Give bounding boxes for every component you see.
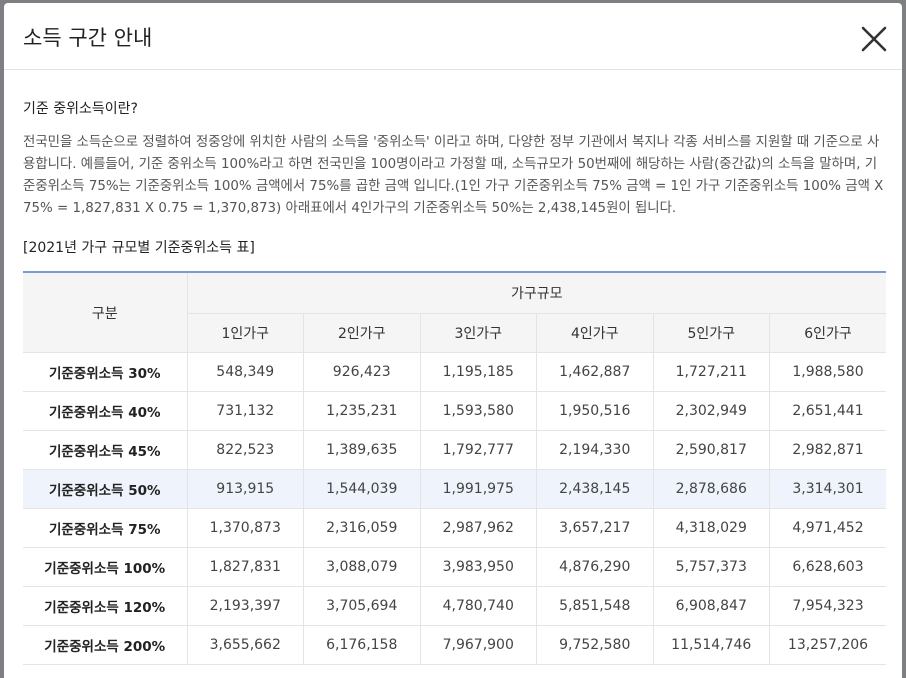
table-row: 기준중위소득 100% 1,827,831 3,088,079 3,983,950 4,…	[23, 547, 886, 587]
table-row: 기준중위소득 75% 1,370,873 2,316,059 2,987,962 3,6…	[23, 508, 886, 548]
table-cell: 2,982,871	[769, 430, 886, 470]
table-cell: 3,705,694	[303, 586, 420, 626]
table-cell: 9,752,580	[536, 625, 653, 665]
column-header: 3인가구	[419, 313, 537, 353]
table-cell: 6,628,603	[769, 547, 886, 587]
table-cell: 4,780,740	[419, 586, 537, 626]
group-header: 가구규모	[186, 272, 886, 314]
table-row: 기준중위소득 40% 731,132 1,235,231 1,593,580 1,950…	[23, 391, 886, 431]
row-label: 기준중위소득 100%	[23, 547, 187, 587]
row-label: 기준중위소득 120%	[23, 586, 187, 626]
table-cell: 1,544,039	[303, 469, 420, 509]
table-cell: 1,235,231	[303, 391, 420, 431]
row-label: 기준중위소득 75%	[23, 508, 187, 548]
table-row: 기준중위소득 30% 548,349 926,423 1,195,185 1,462,8…	[23, 352, 886, 392]
table-caption: [2021년 가구 규모별 기준중위소득 표]	[23, 240, 255, 256]
table-cell: 5,851,548	[536, 586, 653, 626]
table-cell: 1,593,580	[419, 391, 537, 431]
close-button[interactable]	[860, 25, 888, 53]
table-cell: 11,514,746	[652, 625, 770, 665]
table-cell: 2,438,145	[536, 469, 653, 509]
table-cell: 2,878,686	[652, 469, 770, 509]
section-heading: 기준 중위소득이란?	[23, 101, 138, 117]
column-header: 4인가구	[536, 313, 653, 353]
row-label: 기준중위소득 50%	[23, 469, 187, 509]
modal-title: 소득 구간 안내	[23, 26, 153, 50]
table-cell: 1,727,211	[652, 352, 770, 392]
table-cell: 2,590,817	[652, 430, 770, 470]
modal: 소득 구간 안내 기준 중위소득이란? 전국민을 소득순으로 정렬하여 정중앙에…	[4, 3, 902, 678]
table-cell: 7,967,900	[419, 625, 537, 665]
table-cell: 1,988,580	[769, 352, 886, 392]
table-cell: 2,651,441	[769, 391, 886, 431]
table-cell: 3,314,301	[769, 469, 886, 509]
corner-header: 구분	[23, 272, 187, 353]
table-cell: 731,132	[186, 391, 304, 431]
table-cell: 1,389,635	[303, 430, 420, 470]
table-cell: 1,370,873	[186, 508, 304, 548]
table-cell: 3,655,662	[186, 625, 304, 665]
table-cell: 1,792,777	[419, 430, 537, 470]
table-cell: 3,983,950	[419, 547, 537, 587]
table-cell: 548,349	[186, 352, 304, 392]
table-cell: 3,657,217	[536, 508, 653, 548]
modal-header: 소득 구간 안내	[4, 3, 902, 70]
row-label: 기준중위소득 200%	[23, 625, 187, 665]
row-label: 기준중위소득 30%	[23, 352, 187, 392]
column-header: 6인가구	[769, 313, 886, 353]
table-cell: 913,915	[186, 469, 304, 509]
table-row: 기준중위소득 50% 913,915 1,544,039 1,991,975 2,438…	[23, 469, 886, 509]
table-cell: 926,423	[303, 352, 420, 392]
table-cell: 1,462,887	[536, 352, 653, 392]
table-cell: 2,302,949	[652, 391, 770, 431]
table-cell: 4,971,452	[769, 508, 886, 548]
column-header: 1인가구	[186, 313, 304, 353]
section-body: 전국민을 소득순으로 정렬하여 정중앙에 위치한 사람의 소득을 '중위소득' …	[23, 135, 884, 216]
table-cell: 1,950,516	[536, 391, 653, 431]
table-cell: 3,088,079	[303, 547, 420, 587]
table-cell: 7,954,323	[769, 586, 886, 626]
table-cell: 2,987,962	[419, 508, 537, 548]
table-cell: 6,908,847	[652, 586, 770, 626]
table-cell: 2,194,330	[536, 430, 653, 470]
table-cell: 4,318,029	[652, 508, 770, 548]
table-cell: 6,176,158	[303, 625, 420, 665]
income-table: 구분 가구규모 1인가구 2인가구 3인가구 4인가구 5인가구 6인가구 기준중위소득 3…	[23, 271, 886, 665]
row-label: 기준중위소득 40%	[23, 391, 187, 431]
table-row: 기준중위소득 200% 3,655,662 6,176,158 7,967,900 9,…	[23, 625, 886, 665]
table-cell: 5,757,373	[652, 547, 770, 587]
table-cell: 4,876,290	[536, 547, 653, 587]
column-header: 2인가구	[303, 313, 420, 353]
column-header: 5인가구	[652, 313, 770, 353]
table-cell: 2,316,059	[303, 508, 420, 548]
table-cell: 1,991,975	[419, 469, 537, 509]
table-cell: 1,195,185	[419, 352, 537, 392]
table-cell: 822,523	[186, 430, 304, 470]
table-cell: 2,193,397	[186, 586, 304, 626]
table-row: 기준중위소득 120% 2,193,397 3,705,694 4,780,740 5,…	[23, 586, 886, 626]
table-row: 기준중위소득 45% 822,523 1,389,635 1,792,777 2,194…	[23, 430, 886, 470]
table-cell: 13,257,206	[769, 625, 886, 665]
row-label: 기준중위소득 45%	[23, 430, 187, 470]
modal-body: 기준 중위소득이란? 전국민을 소득순으로 정렬하여 정중앙에 위치한 사람의 …	[4, 70, 902, 665]
table-cell: 1,827,831	[186, 547, 304, 587]
